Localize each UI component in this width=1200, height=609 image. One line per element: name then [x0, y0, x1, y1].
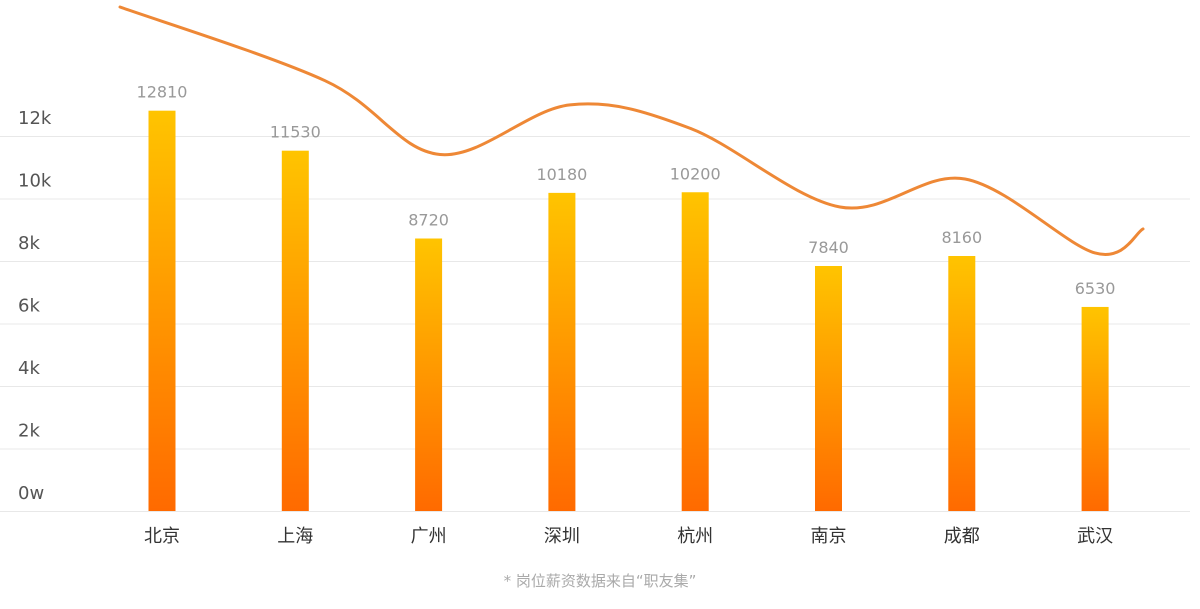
- trend-line-layer: [118, 5, 1145, 256]
- category-labels: 北京 上海 广州 深圳 杭州 南京 成都 武汉: [144, 526, 1113, 547]
- data-label: 8160: [941, 228, 982, 247]
- bar: [415, 238, 443, 511]
- category-label: 北京: [144, 526, 180, 547]
- data-label: 6530: [1075, 279, 1116, 298]
- y-tick-label: 2k: [18, 421, 40, 442]
- category-label: 南京: [811, 526, 847, 547]
- data-label: 7840: [808, 238, 849, 257]
- bar: [948, 256, 976, 511]
- category-label: 上海: [277, 526, 313, 547]
- y-tick-label: 6k: [18, 296, 40, 317]
- category-label: 广州: [411, 526, 447, 547]
- y-tick-label: 10k: [18, 171, 52, 192]
- category-label: 成都: [944, 526, 980, 547]
- bar: [148, 110, 176, 511]
- grid-lines: [0, 136, 1190, 512]
- y-tick-label: 12k: [18, 108, 52, 129]
- data-labels: 12810 11530 8720 10180 10200 7840 8160 6530: [137, 83, 1116, 298]
- category-label: 武汉: [1077, 526, 1113, 547]
- footnote: * 岗位薪资数据来自“职友集”: [503, 572, 697, 590]
- y-tick-label: 8k: [18, 233, 40, 254]
- y-tick-label: 4k: [18, 358, 40, 379]
- category-label: 杭州: [677, 526, 713, 547]
- bars: [148, 110, 1109, 511]
- y-tick-label: 0w: [18, 483, 44, 504]
- y-axis-tick-labels: 0w 2k 4k 6k 8k 10k 12k: [18, 108, 52, 504]
- data-label: 12810: [137, 83, 188, 102]
- category-label: 深圳: [544, 526, 580, 547]
- trend-line: [118, 5, 1145, 256]
- bar: [1081, 306, 1109, 511]
- bar: [681, 192, 709, 511]
- bar: [281, 150, 309, 511]
- data-label: 10180: [536, 165, 587, 184]
- bar: [815, 266, 842, 511]
- data-label: 8720: [408, 211, 449, 230]
- bar: [548, 192, 576, 511]
- data-label: 10200: [670, 164, 721, 183]
- data-label: 11530: [270, 123, 321, 142]
